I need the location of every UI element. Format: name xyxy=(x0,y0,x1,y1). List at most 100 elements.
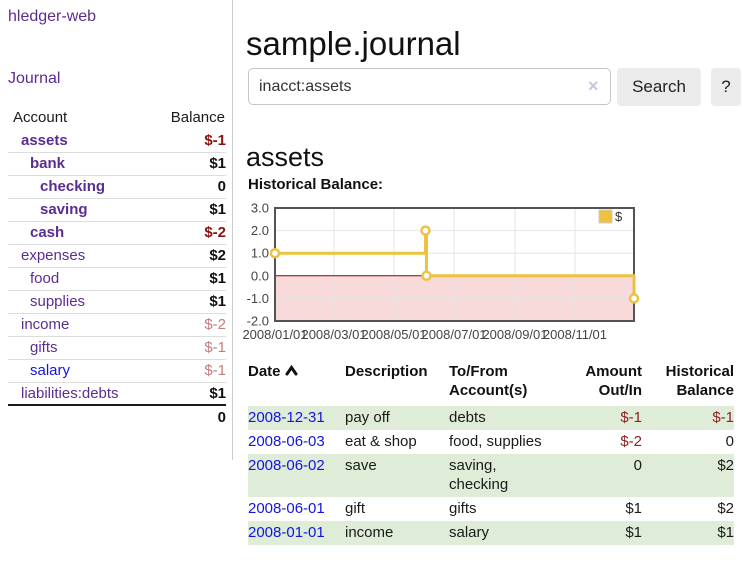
transaction-amount: $-1 xyxy=(560,406,642,430)
x-axis-tick-label: 2008/11/01 xyxy=(543,327,607,342)
account-balance: $2 xyxy=(117,243,226,267)
y-axis-tick-label: 3.0 xyxy=(251,201,269,216)
sort-ascending-icon xyxy=(285,365,298,376)
account-row: income $-2 xyxy=(8,312,226,336)
data-point-marker xyxy=(421,270,432,282)
sidebar-account-link[interactable]: supplies xyxy=(30,293,86,310)
x-axis-tick-label: 2008/03/01 xyxy=(301,327,366,342)
x-axis-tick-label: 2008/09/01 xyxy=(482,327,547,342)
table-row: 2008-12-31 pay off debts $-1 $-1 xyxy=(248,406,734,430)
transaction-date-link[interactable]: 2008-12-31 xyxy=(248,409,325,426)
table-row: 2008-06-01 gift gifts $1 $2 xyxy=(248,497,734,521)
transaction-balance: $2 xyxy=(717,500,734,517)
y-axis-tick-label: 1.0 xyxy=(251,246,269,261)
account-balance: $-1 xyxy=(117,335,226,359)
sidebar-account-link[interactable]: cash xyxy=(30,224,65,241)
transaction-balance: $2 xyxy=(642,454,734,497)
register-account-heading: assets xyxy=(246,142,325,173)
sidebar-account-link[interactable]: bank xyxy=(30,155,66,172)
y-axis-tick-label: 0.0 xyxy=(251,268,269,283)
register-table: Date Description To/From Account(s) Amou… xyxy=(248,362,734,545)
transaction-date-link[interactable]: 2008-06-03 xyxy=(248,433,325,450)
transaction-amount: 0 xyxy=(560,454,642,497)
accounts-table-header: Account Balance xyxy=(8,106,226,129)
transaction-accounts: saving, checking xyxy=(449,454,560,497)
transaction-accounts: food, supplies xyxy=(449,433,542,450)
transaction-accounts: debts xyxy=(449,406,560,430)
account-balance: $1 xyxy=(117,197,226,221)
transaction-description: eat & shop xyxy=(345,433,417,450)
account-row: checking 0 xyxy=(8,174,226,198)
transaction-amount: $-2 xyxy=(620,433,642,450)
account-row: cash $-2 xyxy=(8,220,226,244)
sidebar-item-journal[interactable]: Journal xyxy=(8,70,61,87)
x-axis-tick-label: 2008/01/01 xyxy=(242,327,307,342)
transaction-amount: $1 xyxy=(625,500,642,517)
account-row: salary $-1 xyxy=(8,358,226,382)
x-axis-tick-label: 2008/05/01 xyxy=(361,327,426,342)
transaction-balance: 0 xyxy=(725,433,734,450)
table-row: 2008-06-03 eat & shop food, supplies $-2 0 xyxy=(248,430,734,454)
chart-title: Historical Balance: xyxy=(248,176,384,193)
historical-balance-chart: 3.0 2.0 1.0 0.0 -1.0 -2.02008/01/012008/03/01… xyxy=(242,201,640,342)
register-header-row: Date Description To/From Account(s) Amou… xyxy=(248,362,734,406)
accounts-col-balance: Balance xyxy=(170,109,225,126)
transaction-description: save xyxy=(345,454,449,497)
account-row: supplies $1 xyxy=(8,289,226,313)
account-balance: $1 xyxy=(117,151,226,175)
account-balance: $1 xyxy=(117,289,226,313)
search-button[interactable]: Search xyxy=(617,68,701,106)
clear-search-icon[interactable]: × xyxy=(588,76,599,96)
x-axis-tick-label: 2008/07/01 xyxy=(421,327,486,342)
account-row: gifts $-1 xyxy=(8,335,226,359)
account-row: assets $-1 xyxy=(8,129,226,152)
transaction-accounts: gifts xyxy=(449,500,477,517)
sidebar-divider xyxy=(232,0,233,460)
data-point-marker xyxy=(628,293,640,304)
sidebar-account-link[interactable]: salary xyxy=(30,362,71,379)
register-col-description: Description xyxy=(345,363,428,380)
transaction-accounts: salary xyxy=(449,521,560,545)
transaction-date-link[interactable]: 2008-01-01 xyxy=(248,524,325,541)
y-axis-tick-label: -1.0 xyxy=(247,291,269,306)
y-axis-tick-label: 2.0 xyxy=(251,223,269,238)
transaction-balance: $1 xyxy=(642,521,734,545)
transaction-date-link[interactable]: 2008-06-01 xyxy=(248,500,325,517)
accounts-table: Account Balance assets $-1 bank $1 checking 0… xyxy=(8,106,226,428)
table-row: 2008-06-02 save saving, checking 0 $2 xyxy=(248,454,734,497)
sidebar-account-link[interactable]: liabilities:debts xyxy=(21,384,119,402)
register-col-accounts: To/From Account(s) xyxy=(449,363,528,399)
app-brand-link[interactable]: hledger-web xyxy=(8,8,97,25)
account-balance: 0 xyxy=(117,174,226,198)
account-balance: $-1 xyxy=(204,131,226,149)
legend-swatch xyxy=(598,209,613,224)
transaction-amount: $1 xyxy=(560,521,642,545)
account-row: liabilities:debts $1 xyxy=(8,381,226,405)
sidebar-account-link[interactable]: expenses xyxy=(21,247,86,264)
accounts-col-account: Account xyxy=(13,109,68,126)
account-balance: $-1 xyxy=(117,358,226,382)
search-input[interactable] xyxy=(248,68,611,105)
account-row: saving $1 xyxy=(8,197,226,221)
transaction-description: gift xyxy=(345,500,366,517)
transaction-balance: $-1 xyxy=(642,406,734,430)
sidebar-account-link[interactable]: income xyxy=(21,316,70,333)
transaction-description: income xyxy=(345,521,449,545)
table-row: 2008-01-01 income salary $1 $1 xyxy=(248,521,734,545)
account-row: expenses $2 xyxy=(8,243,226,267)
sidebar-account-link[interactable]: checking xyxy=(40,178,106,195)
sidebar-account-link[interactable]: food xyxy=(30,270,60,287)
account-balance: $1 xyxy=(117,381,226,405)
plot-border xyxy=(274,207,635,322)
transaction-date-link[interactable]: 2008-06-02 xyxy=(248,457,325,474)
help-button[interactable]: ? xyxy=(711,68,741,106)
account-row: bank $1 xyxy=(8,151,226,175)
register-col-date[interactable]: Date xyxy=(248,362,345,406)
legend-label: $ xyxy=(615,209,623,224)
register-col-amount: Amount Out/In xyxy=(585,363,642,399)
account-balance: $-2 xyxy=(117,220,226,244)
sidebar-account-link[interactable]: saving xyxy=(40,201,88,218)
y-axis-tick-label: -2.0 xyxy=(247,314,269,329)
sidebar-account-link[interactable]: gifts xyxy=(30,339,58,356)
sidebar-account-link[interactable]: assets xyxy=(21,131,68,149)
